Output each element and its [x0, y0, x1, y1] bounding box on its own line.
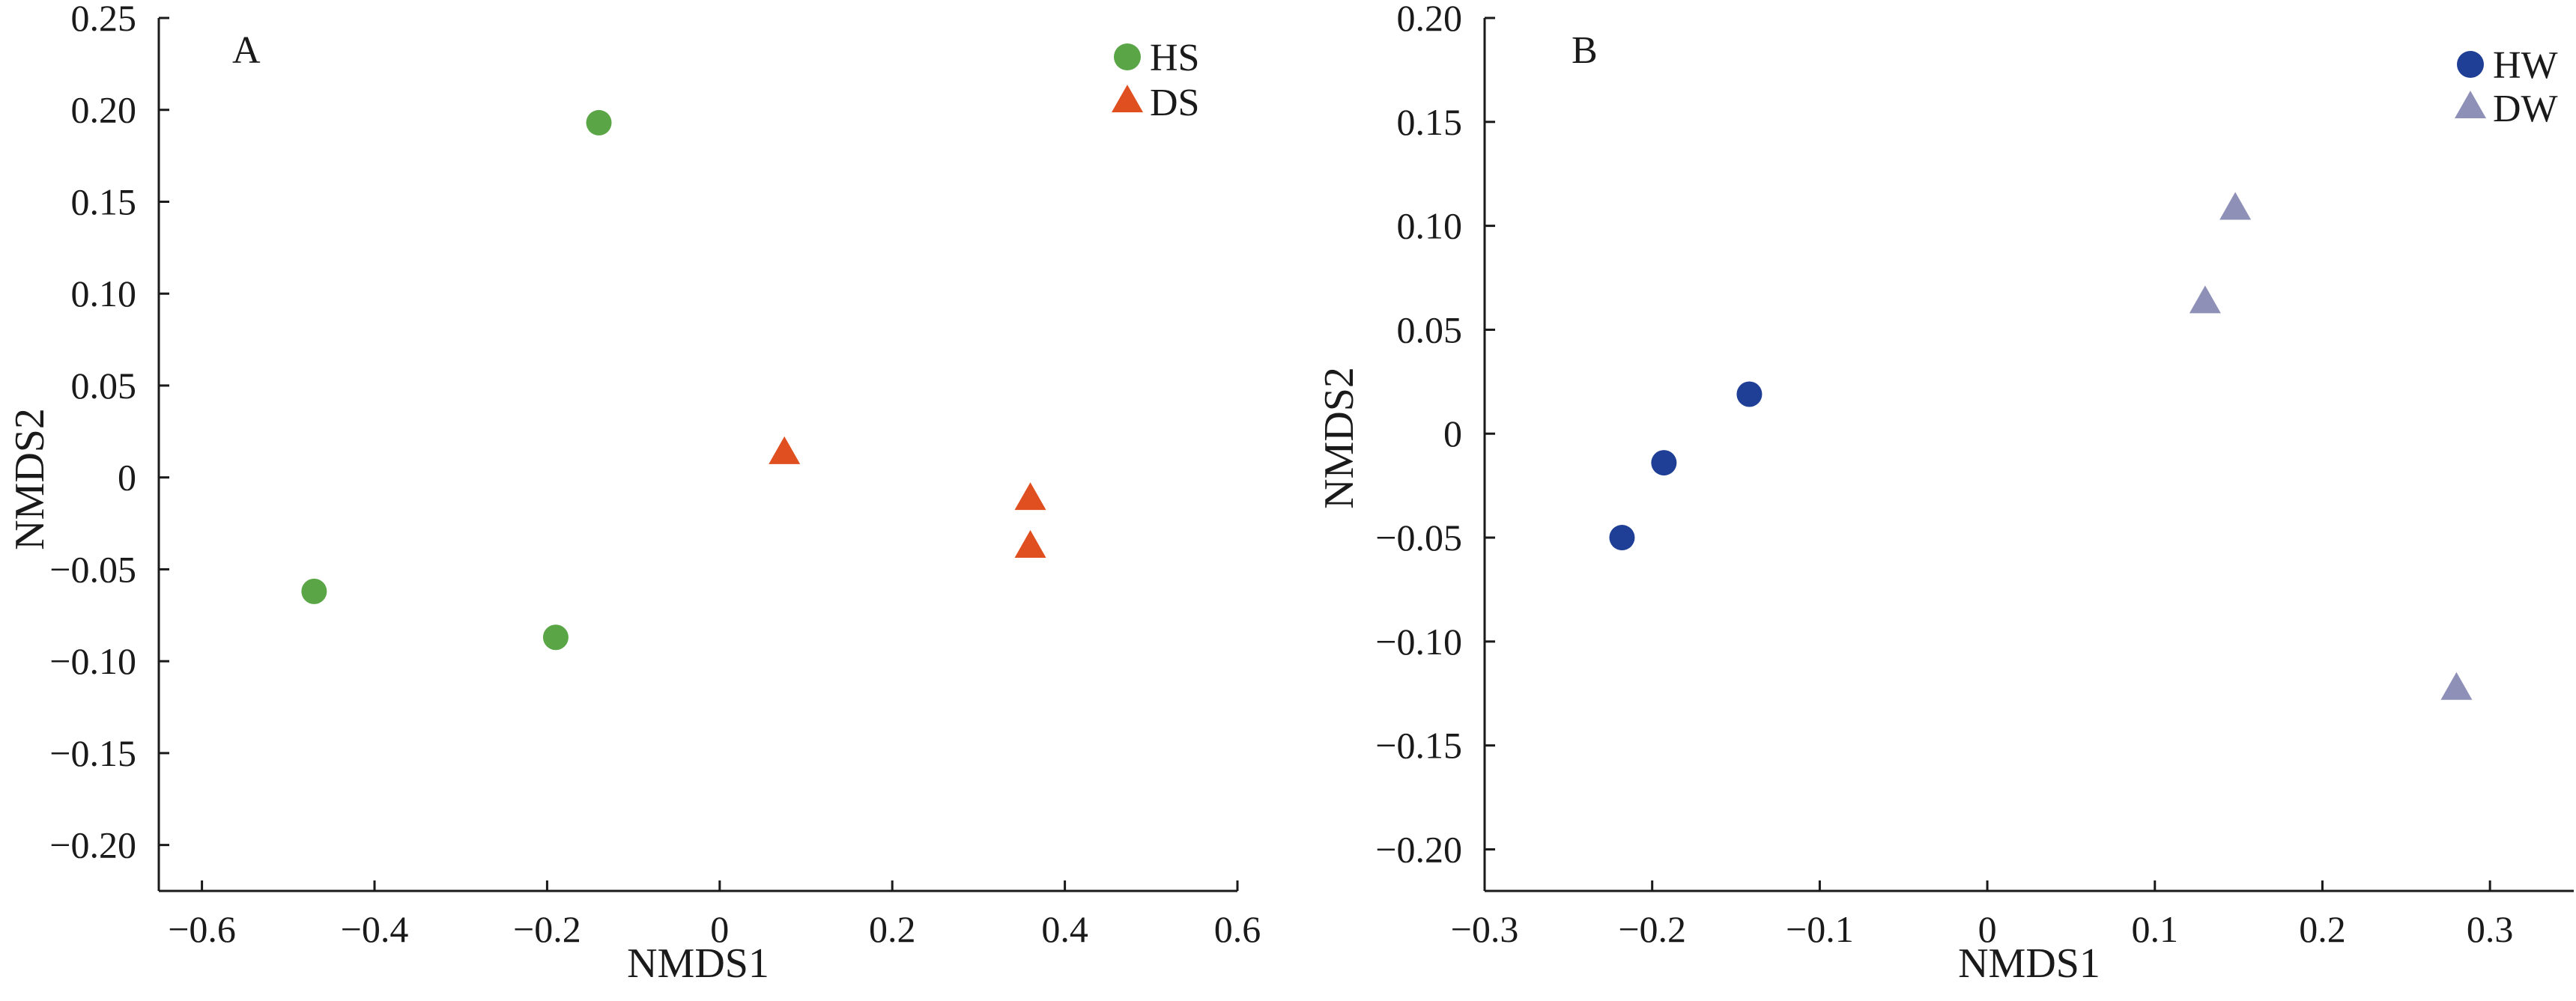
point-hs	[586, 109, 612, 136]
y-tick-label: 0.10	[71, 273, 137, 314]
panel-a: 0.250.200.150.100.050−0.05−0.10−0.15−0.2…	[7, 0, 1261, 987]
x-tick-label: 0.2	[2299, 908, 2346, 950]
point-dw	[2440, 672, 2473, 700]
y-tick-label: −0.05	[49, 548, 136, 590]
point-ds	[1014, 482, 1046, 511]
x-tick-label: 0.4	[1041, 908, 1088, 950]
legend-label-hs: HS	[1150, 37, 1199, 79]
point-dw	[2189, 285, 2221, 314]
y-tick-label: 0.10	[1397, 205, 1463, 247]
x-axis-title: NMDS1	[627, 940, 769, 987]
x-tick-label: −0.2	[513, 908, 581, 950]
y-tick-label: −0.15	[1375, 725, 1462, 767]
y-tick-label: −0.20	[1375, 828, 1462, 870]
point-dw	[2219, 192, 2252, 220]
x-tick-label: −0.2	[1618, 908, 1686, 950]
point-ds	[1014, 530, 1046, 559]
y-axis-title: NMDS2	[1316, 367, 1363, 509]
point-ds	[769, 436, 801, 464]
y-tick-label: −0.20	[49, 824, 136, 866]
legend-label-ds: DS	[1150, 82, 1199, 124]
point-hw	[1651, 450, 1677, 476]
y-tick-label: 0.15	[1397, 101, 1463, 143]
y-tick-label: 0.05	[71, 365, 137, 407]
y-tick-label: −0.10	[49, 640, 136, 682]
y-tick-label: 0	[1443, 413, 1462, 454]
legend-marker-hw	[2457, 51, 2484, 78]
point-hw	[1609, 525, 1635, 551]
x-axis-title: NMDS1	[1958, 940, 2100, 987]
panel-label: B	[1572, 29, 1598, 72]
y-axis-title: NMDS2	[7, 408, 53, 550]
y-tick-label: 0.20	[1397, 0, 1463, 39]
x-tick-label: 0	[710, 908, 729, 950]
x-tick-label: 0.2	[869, 908, 916, 950]
point-hw	[1736, 381, 1763, 407]
point-hs	[301, 578, 327, 604]
y-tick-label: 0.05	[1397, 308, 1463, 350]
legend-marker-hs	[1114, 43, 1141, 70]
x-tick-label: 0.3	[2467, 908, 2514, 950]
x-tick-label: 0.6	[1214, 908, 1261, 950]
x-tick-label: 0.1	[2132, 908, 2179, 950]
x-tick-label: −0.3	[1451, 908, 1519, 950]
y-tick-label: −0.15	[49, 732, 136, 774]
y-tick-label: 0.15	[71, 180, 137, 222]
x-tick-label: 0	[1978, 908, 1997, 950]
legend-marker-dw	[2455, 91, 2486, 119]
point-hs	[542, 624, 569, 651]
y-tick-label: 0.20	[71, 89, 137, 131]
panel-label: A	[232, 29, 261, 72]
legend-label-hw: HW	[2493, 44, 2558, 87]
legend-label-dw: DW	[2493, 88, 2558, 130]
y-tick-label: −0.05	[1375, 517, 1462, 559]
x-tick-label: −0.4	[341, 908, 409, 950]
x-tick-label: −0.1	[1786, 908, 1854, 950]
y-tick-label: 0.25	[71, 0, 137, 39]
panel-b: 0.200.150.100.050−0.05−0.10−0.15−0.20−0.…	[1316, 0, 2574, 987]
y-tick-label: 0	[118, 457, 136, 499]
y-tick-label: −0.10	[1375, 621, 1462, 663]
legend-marker-ds	[1112, 85, 1143, 113]
x-tick-label: −0.6	[168, 908, 236, 950]
